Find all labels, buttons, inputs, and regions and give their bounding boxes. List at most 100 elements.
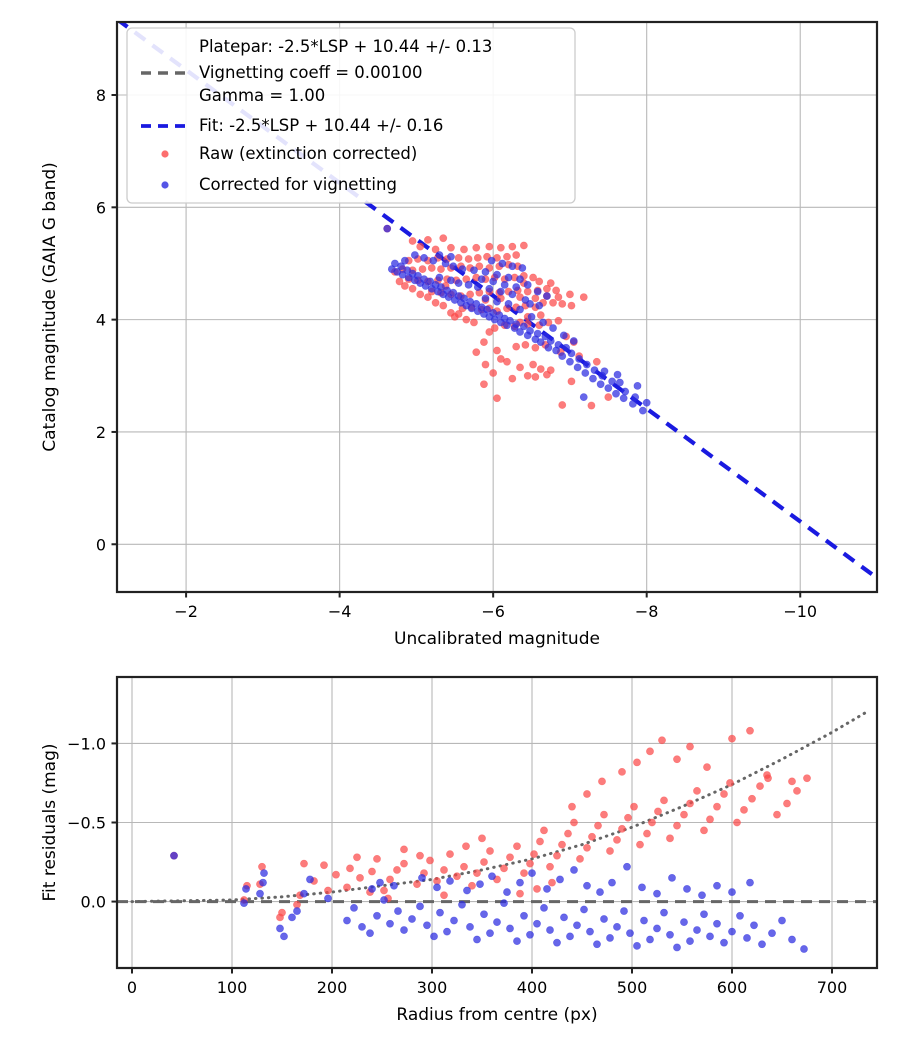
data-point — [464, 280, 473, 289]
data-point — [593, 940, 601, 949]
data-point — [673, 943, 681, 952]
data-point — [416, 902, 424, 911]
data-point — [526, 930, 534, 939]
data-point — [393, 866, 401, 874]
data-point — [733, 818, 741, 827]
data-point — [489, 308, 498, 317]
data-point — [512, 342, 521, 351]
data-point — [587, 401, 596, 410]
data-point — [493, 346, 501, 355]
data-point — [300, 859, 308, 868]
data-point — [596, 380, 605, 389]
data-point — [564, 829, 572, 838]
data-point — [736, 911, 744, 920]
data-point — [368, 867, 376, 876]
data-point — [324, 894, 332, 903]
data-point — [539, 318, 547, 327]
data-point — [768, 929, 776, 938]
data-point — [528, 869, 536, 878]
data-point — [394, 907, 402, 915]
data-point — [410, 251, 419, 259]
bottom-panel-xticklabel: 700 — [817, 978, 848, 997]
vignetting-model-curve — [130, 710, 869, 904]
data-point — [496, 355, 505, 363]
data-point — [553, 938, 561, 947]
data-point — [512, 283, 521, 291]
data-point — [523, 280, 532, 289]
data-point — [518, 264, 527, 272]
data-point — [567, 377, 576, 386]
data-point — [606, 934, 614, 942]
data-point — [390, 259, 399, 268]
data-point — [728, 888, 736, 896]
data-point — [536, 837, 544, 846]
data-point — [516, 889, 524, 898]
data-point — [554, 341, 563, 349]
data-point — [586, 927, 594, 936]
data-point — [516, 363, 524, 372]
data-point — [481, 294, 490, 303]
data-point — [500, 899, 508, 908]
data-point — [485, 284, 494, 293]
data-point — [533, 885, 541, 893]
data-point — [433, 883, 441, 892]
data-point — [519, 322, 528, 331]
data-point — [658, 736, 666, 745]
data-point — [519, 241, 528, 250]
data-point — [259, 878, 267, 887]
data-point — [489, 369, 498, 377]
data-point — [481, 268, 490, 276]
data-point — [567, 349, 576, 358]
data-point — [400, 859, 408, 868]
data-point — [803, 774, 811, 783]
bottom-panel-xticklabel: 400 — [517, 978, 548, 997]
data-point — [706, 815, 714, 824]
data-point — [508, 374, 517, 383]
data-point — [441, 259, 450, 268]
legend-entry: Raw (extinction corrected) — [161, 144, 417, 163]
data-point — [380, 886, 388, 895]
data-point — [476, 880, 484, 889]
data-point — [558, 300, 567, 308]
data-point — [746, 726, 754, 735]
data-point — [278, 908, 286, 917]
bottom-panel-ticks: 0 100 200 300 400 500 600 700 0.0 −0.5 −1.0 — [67, 734, 847, 997]
data-point — [512, 251, 521, 259]
data-point — [558, 352, 567, 361]
bottom-panel-xticklabel: 100 — [217, 978, 248, 997]
data-point — [496, 287, 505, 296]
data-point — [512, 320, 521, 329]
data-point — [373, 911, 381, 920]
top-panel-yticklabel: 2 — [96, 423, 106, 442]
data-point — [443, 286, 452, 295]
data-point — [788, 935, 796, 944]
data-point — [516, 878, 524, 887]
data-point — [380, 896, 388, 904]
data-point — [526, 300, 534, 308]
data-point — [408, 284, 417, 293]
data-point — [504, 273, 513, 282]
data-point — [698, 891, 706, 900]
data-point — [756, 782, 764, 791]
data-point — [589, 374, 597, 383]
data-point — [521, 341, 530, 349]
data-point — [583, 790, 591, 798]
data-point — [533, 287, 542, 296]
data-point — [480, 380, 488, 389]
data-point — [581, 369, 590, 377]
data-point — [383, 224, 392, 233]
top-panel-yticklabel: 0 — [96, 535, 106, 554]
data-point — [468, 881, 476, 890]
data-point — [480, 338, 488, 346]
data-point — [473, 869, 481, 878]
data-point — [437, 265, 445, 273]
legend-marker-dot-red — [161, 150, 169, 158]
data-point — [240, 899, 248, 908]
data-point — [608, 878, 616, 887]
legend-entry: Corrected for vignetting — [161, 175, 397, 194]
data-point — [300, 889, 308, 898]
data-point — [750, 921, 758, 930]
data-point — [575, 355, 584, 363]
data-point — [487, 256, 496, 265]
data-point — [554, 316, 563, 325]
